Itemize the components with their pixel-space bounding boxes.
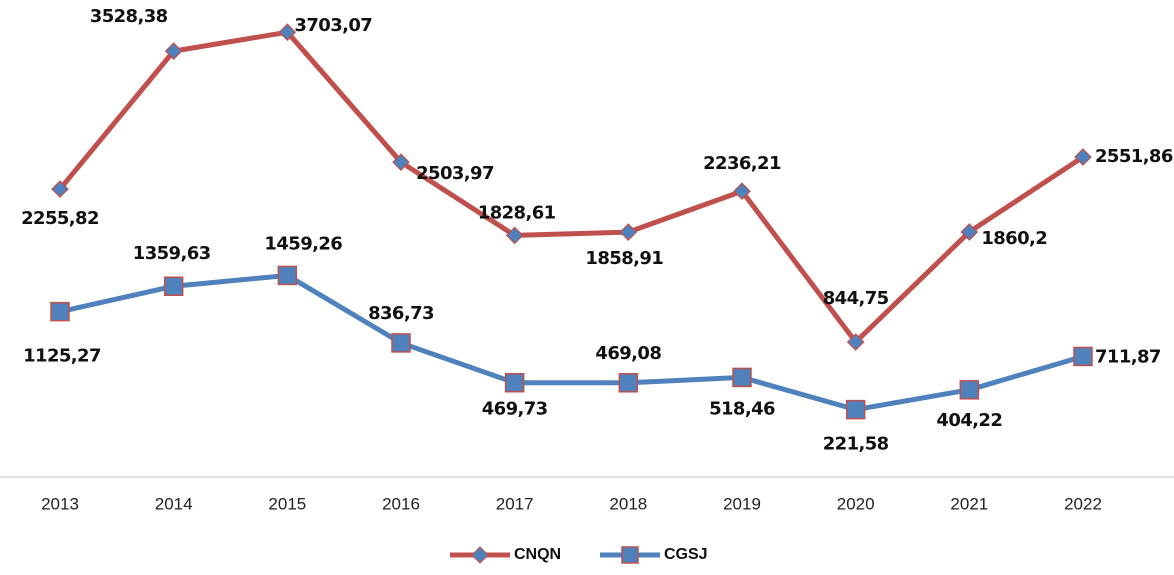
legend-label: CNQN (514, 546, 561, 563)
data-label: 1125,27 (23, 346, 101, 367)
data-label: 2551,86 (1095, 146, 1173, 167)
legend-item: CGSJ (600, 546, 708, 564)
data-label: 469,08 (595, 343, 661, 364)
data-label: 518,46 (709, 398, 775, 419)
data-label: 1359,63 (133, 243, 211, 264)
data-label: 1828,61 (478, 202, 556, 223)
legend-item: CNQN (450, 546, 561, 564)
marker (1074, 148, 1092, 166)
x-tick-label: 2014 (155, 494, 193, 513)
data-label: 711,87 (1095, 346, 1161, 367)
marker (277, 265, 298, 286)
marker (163, 276, 184, 296)
marker (845, 399, 866, 420)
data-label: 2236,21 (703, 153, 781, 174)
marker (618, 373, 639, 393)
marker (732, 367, 752, 388)
x-tick-label: 2020 (837, 494, 875, 513)
x-tick-label: 2013 (41, 494, 79, 513)
data-label: 3703,07 (294, 15, 372, 36)
marker (504, 372, 525, 393)
legend-marker (471, 546, 489, 564)
marker (619, 223, 638, 241)
x-tick-label: 2015 (268, 494, 306, 513)
data-label: 3528,38 (90, 6, 168, 27)
marker (392, 153, 410, 172)
x-tick-label: 2022 (1064, 494, 1102, 513)
marker (1073, 346, 1093, 367)
legend-label: CGSJ (664, 546, 708, 563)
marker (505, 226, 524, 245)
data-label: 469,73 (482, 399, 548, 420)
series-line (59, 272, 1084, 413)
data-label: 1858,91 (585, 248, 663, 269)
data-label: 1459,26 (264, 233, 342, 254)
data-label: 2503,97 (416, 163, 494, 184)
x-tick-label: 2019 (723, 494, 761, 513)
x-tick-label: 2017 (496, 494, 534, 513)
data-label: 404,22 (936, 410, 1002, 431)
x-tick-label: 2021 (950, 494, 988, 513)
data-label: 836,73 (368, 303, 434, 324)
data-label: 844,75 (823, 288, 889, 309)
series-line (58, 29, 1085, 345)
marker (50, 301, 70, 322)
x-tick-label: 2016 (382, 494, 420, 513)
marker (391, 333, 411, 353)
marker (846, 333, 865, 351)
marker (51, 180, 69, 198)
data-label: 2255,82 (21, 208, 99, 229)
marker (733, 182, 751, 201)
x-tick-label: 2018 (609, 494, 647, 513)
data-label: 1860,2 (981, 228, 1047, 249)
marker (960, 223, 979, 241)
marker (278, 23, 297, 42)
data-label: 221,58 (823, 434, 889, 455)
marker (959, 380, 980, 400)
legend-marker (621, 546, 639, 564)
marker (164, 42, 183, 60)
